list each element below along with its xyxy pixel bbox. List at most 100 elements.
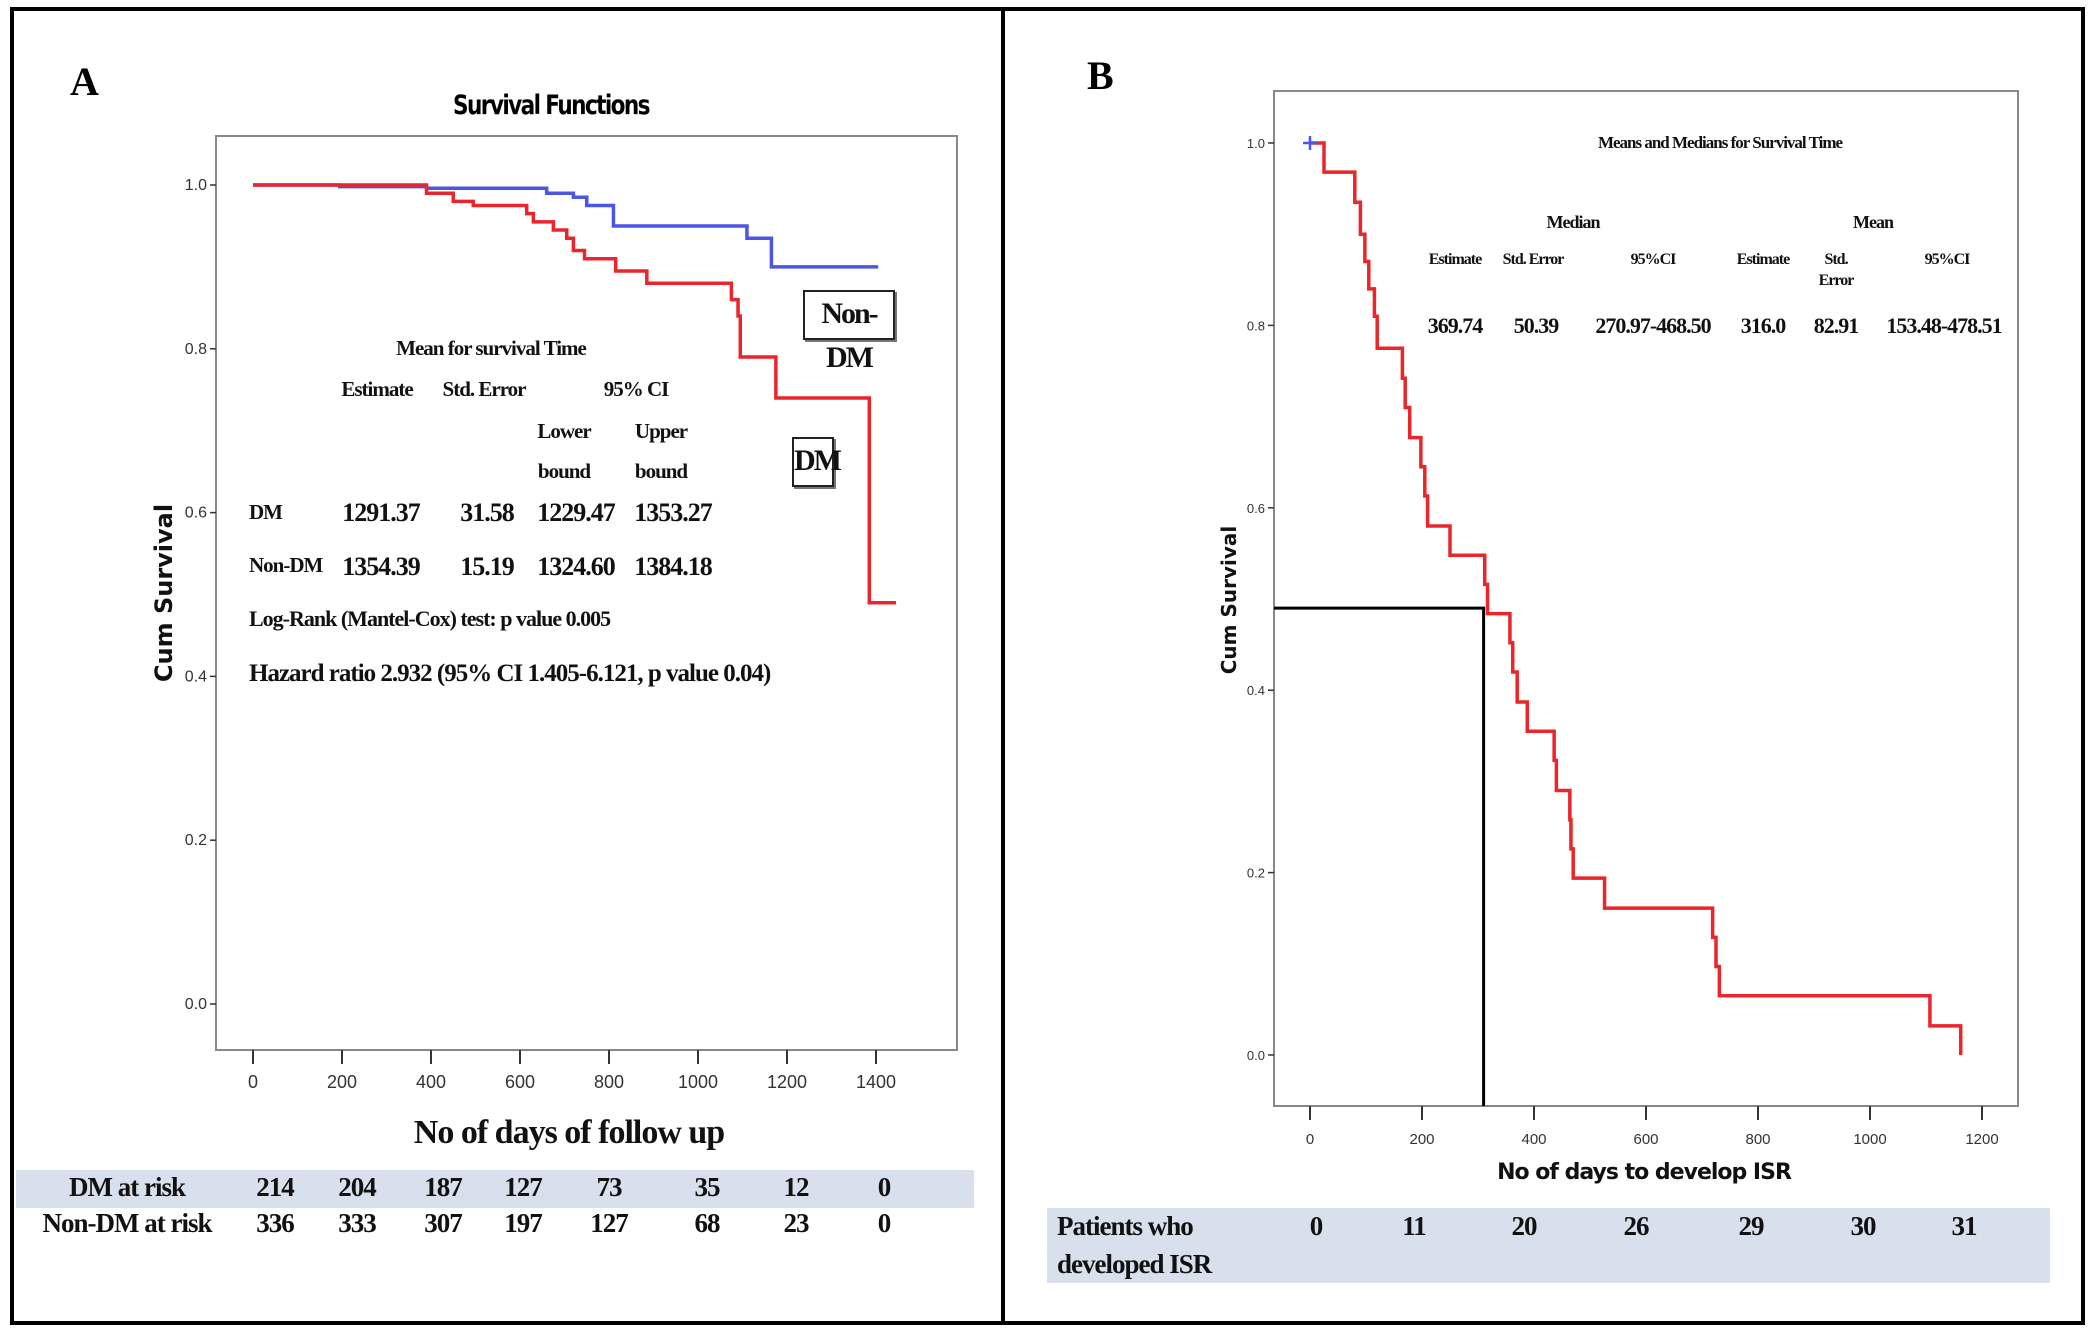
stats-a-row-label: Non-DM [249,553,323,577]
y-tick-label: 1.0 [1247,136,1265,151]
risk-table-cell: 23 [783,1208,810,1238]
y-tick-label: 1.0 [185,177,207,194]
stats-b-header: Estimate [1736,251,1790,268]
risk-table-cell: 214 [256,1172,294,1202]
stats-a-cell: 1354.39 [342,552,420,581]
stats-b-cell: 82.91 [1813,313,1859,338]
stats-b-header: Std. [1824,251,1848,268]
stats-a-cell: 31.58 [460,498,514,527]
x-tick-label: 1000 [678,1072,718,1092]
stats-b-cell: 369.74 [1427,313,1483,338]
x-tick-label: 600 [1633,1131,1658,1148]
dm-curve-label: DM [792,437,842,487]
risk-table-cell: 307 [424,1208,462,1238]
events-table-cell: 29 [1738,1211,1765,1241]
events-table-label-line2: developed ISR [1057,1249,1212,1279]
risk-table-cell: 12 [783,1172,810,1202]
y-tick-label: 0.6 [185,505,207,522]
stats-b-header: 95%CI [1630,251,1677,268]
y-tick-label: 0.8 [185,341,207,358]
x-tick-label: 600 [505,1072,535,1092]
events-table-cell: 0 [1309,1211,1323,1241]
y-tick-label: 0.8 [1247,318,1265,333]
y-tick-label: 0.4 [185,668,207,685]
risk-table-cell: 73 [596,1172,623,1202]
events-table-cell: 20 [1511,1211,1538,1241]
stats-a-header-ci: 95% CI [603,377,670,401]
stats-a-header-std-error: Std. Error [442,377,527,401]
risk-table-cell: 127 [590,1208,628,1238]
y-tick-label: 0.4 [1247,683,1265,698]
y-tick-label: 0.2 [185,832,207,849]
stats-a-cell: 15.19 [460,552,514,581]
stats-b-header: Estimate [1428,251,1482,268]
y-tick-label: 0.0 [1247,1048,1265,1063]
stats-b-title: Means and Medians for Survival Time [1597,133,1843,152]
risk-table-cell: 204 [338,1172,376,1202]
series-dm-line [253,183,897,605]
events-table-band [1047,1208,2050,1283]
y-tick-label: 0.0 [185,996,207,1013]
stats-b-header: 95%CI [1924,251,1971,268]
risk-table-row-label: Non-DM at risk [42,1208,213,1238]
censor-mark [1303,136,1317,150]
dm-at-risk-band [16,1170,974,1208]
x-tick-label: 400 [416,1072,446,1092]
stats-b-header: Error [1818,272,1855,289]
hazard-ratio-text: Hazard ratio 2.932 (95% CI 1.405-6.121, … [249,660,771,687]
x-tick-label: 0 [248,1072,258,1092]
risk-table-row-label: DM at risk [69,1172,186,1202]
stats-b-median-header: Median [1546,212,1600,232]
stats-a-header-estimate: Estimate [341,377,413,401]
median-survival-line [1274,606,1486,1106]
panel-a-letter: A [70,59,99,104]
y-tick-label: 0.6 [1247,501,1265,516]
x-tick-label: 1000 [1853,1131,1886,1148]
stats-a-header-upper: Upper [634,419,688,443]
series-isr-line [1310,141,1963,1055]
stats-a-cell: 1324.60 [537,552,615,581]
events-table-cell: 30 [1850,1211,1877,1241]
series-non-dm-line [253,183,879,269]
x-tick-label: 200 [327,1072,357,1092]
x-tick-label: 0 [1306,1131,1314,1148]
x-tick-label: 1400 [856,1072,896,1092]
risk-table-cell: 336 [256,1208,294,1238]
risk-table-cell: 197 [504,1208,542,1238]
risk-table-cell: 127 [504,1172,542,1202]
stats-a-cell: 1229.47 [537,498,615,527]
risk-table-cell: 333 [338,1208,376,1238]
stats-a-header-lower: Lower [537,419,591,443]
logrank-text: Log-Rank (Mantel-Cox) test: p value 0.00… [249,606,611,631]
stats-b-cell: 270.97-468.50 [1595,313,1711,338]
stats-a-cell: 1353.27 [634,498,712,527]
chart-a-plot-area [215,135,958,1051]
chart-b-x-axis-title: No of days to develop ISR [1497,1160,1792,1185]
risk-table-cell: 0 [877,1172,891,1202]
outer-frame [10,7,2085,1325]
stats-a-cell: 1291.37 [342,498,420,527]
panel-divider [1001,7,1005,1325]
risk-table-cell: 35 [694,1172,721,1202]
stats-b-cell: 316.0 [1740,313,1786,338]
events-table-cell: 31 [1951,1211,1978,1241]
x-tick-label: 400 [1521,1131,1546,1148]
x-tick-label: 800 [594,1072,624,1092]
risk-table-cell: 187 [424,1172,462,1202]
chart-b-plot-area [1273,90,2019,1107]
stats-b-cell: 50.39 [1513,313,1559,338]
x-tick-label: 1200 [1965,1131,1998,1148]
x-tick-label: 800 [1745,1131,1770,1148]
risk-table-cell: 0 [877,1208,891,1238]
x-tick-label: 200 [1409,1131,1434,1148]
panel-b-letter: B [1087,53,1114,98]
stats-a-header-upper-bound: bound [634,459,688,483]
stats-b-cell: 153.48-478.51 [1886,313,2002,338]
events-table-cell: 11 [1402,1211,1426,1241]
stats-b-header: Std. Error [1502,251,1565,268]
x-tick-label: 1200 [767,1072,807,1092]
stats-b-mean-header: Mean [1853,212,1894,232]
chart-a-x-axis-title: No of days of follow up [413,1114,725,1151]
